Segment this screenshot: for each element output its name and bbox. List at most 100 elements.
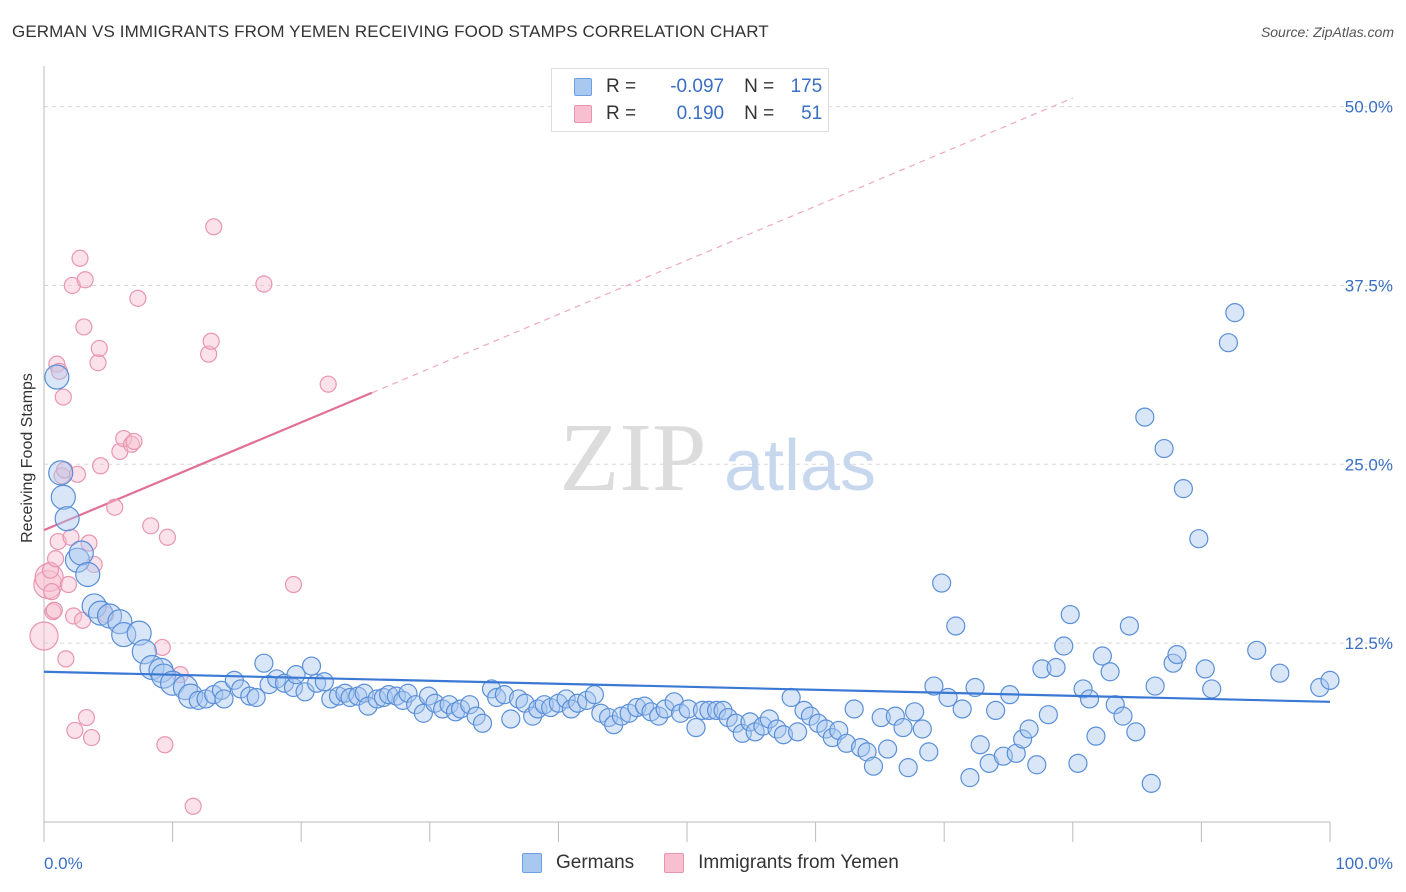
data-point	[787, 722, 808, 742]
data-point	[314, 672, 334, 692]
germans-swatch	[574, 78, 592, 96]
data-point	[43, 583, 61, 601]
data-point	[82, 728, 101, 747]
data-point	[556, 689, 576, 709]
data-point	[48, 460, 74, 486]
data-point	[1046, 657, 1066, 678]
data-point	[753, 716, 773, 736]
tick-labels: 12.5% 25.0% 37.5% 50.0% 0.0% 100.0%	[44, 98, 1393, 873]
data-point	[912, 719, 932, 739]
x-tick-label: 100.0%	[1335, 854, 1393, 873]
data-point	[1119, 616, 1139, 636]
data-point	[905, 702, 925, 722]
y-tick-label: 50.0%	[1345, 98, 1393, 117]
data-point	[1068, 753, 1088, 773]
axes	[43, 66, 1331, 842]
data-point	[986, 700, 1006, 721]
chart-title: GERMAN VS IMMIGRANTS FROM YEMEN RECEIVIN…	[12, 22, 769, 41]
data-point	[1270, 663, 1290, 683]
data-point	[1202, 679, 1222, 699]
data-point	[808, 713, 828, 733]
data-point	[1092, 646, 1112, 666]
data-point	[970, 735, 990, 755]
trend-line	[43, 391, 373, 532]
n-label: N =	[744, 103, 775, 124]
data-point	[44, 364, 70, 390]
trend-line-extension	[371, 97, 1074, 394]
data-point	[487, 687, 507, 708]
data-point	[125, 432, 143, 451]
data-point	[893, 717, 913, 738]
data-point	[1218, 333, 1239, 353]
r-label: R =	[606, 76, 637, 97]
data-point	[1027, 755, 1047, 775]
data-point	[246, 687, 266, 708]
data-point	[254, 653, 274, 673]
r-label: R =	[606, 103, 637, 124]
data-point	[627, 697, 647, 718]
data-point	[1100, 662, 1120, 682]
data-point	[418, 686, 439, 706]
data-point	[68, 465, 87, 483]
data-point	[57, 650, 75, 668]
data-point	[76, 271, 94, 289]
data-point	[726, 713, 746, 733]
data-point	[200, 345, 218, 363]
data-point	[1086, 726, 1106, 746]
data-point	[1013, 729, 1033, 749]
data-point	[77, 708, 96, 727]
data-point	[1126, 722, 1146, 742]
source-label: Source: ZipAtlas.com	[1260, 24, 1394, 40]
data-point	[319, 375, 337, 393]
data-point	[29, 621, 59, 651]
data-point	[1320, 670, 1340, 690]
data-point	[202, 332, 220, 350]
data-point	[584, 685, 605, 705]
data-point	[501, 709, 521, 729]
data-point	[1247, 640, 1267, 660]
yemen-trend-line	[43, 97, 1074, 532]
data-point	[75, 561, 101, 588]
data-point	[1054, 636, 1074, 656]
data-point	[1105, 695, 1125, 715]
data-point	[129, 289, 147, 307]
data-point	[71, 249, 89, 267]
data-point	[878, 739, 898, 759]
data-point	[1006, 743, 1026, 763]
data-point	[46, 550, 65, 568]
data-point	[619, 703, 639, 723]
legend-row-yemen: R = 0.190 N = 51	[574, 102, 822, 126]
data-point	[1141, 773, 1161, 793]
data-point	[106, 498, 124, 516]
data-point	[577, 690, 597, 710]
data-point	[740, 712, 760, 732]
yemen-swatch	[664, 853, 685, 873]
legend-item-germans: Germans	[522, 852, 634, 874]
correlation-legend: R = -0.097 N = 175 R = 0.190 N = 51	[551, 68, 829, 132]
n-label: N =	[744, 76, 775, 97]
data-point	[466, 706, 486, 726]
data-point	[932, 573, 952, 593]
legend-label: Immigrants from Yemen	[698, 852, 899, 873]
data-point	[1113, 706, 1133, 726]
data-point	[1173, 479, 1193, 499]
data-point	[80, 534, 98, 552]
data-point	[367, 689, 387, 709]
data-point	[301, 656, 322, 676]
data-point	[857, 742, 877, 762]
germans-trend-line	[43, 670, 1331, 703]
data-point	[62, 528, 80, 546]
data-point	[214, 689, 234, 709]
data-point	[1167, 644, 1187, 665]
data-point	[91, 457, 110, 475]
data-point	[284, 575, 303, 594]
data-point	[321, 689, 341, 709]
data-point	[122, 435, 141, 453]
data-point	[871, 707, 891, 728]
grid-lines	[44, 106, 1395, 644]
data-point	[822, 727, 842, 748]
data-point	[425, 693, 445, 713]
data-point	[919, 742, 939, 762]
watermark-zip: ZIP	[560, 404, 707, 512]
data-point	[45, 601, 63, 619]
